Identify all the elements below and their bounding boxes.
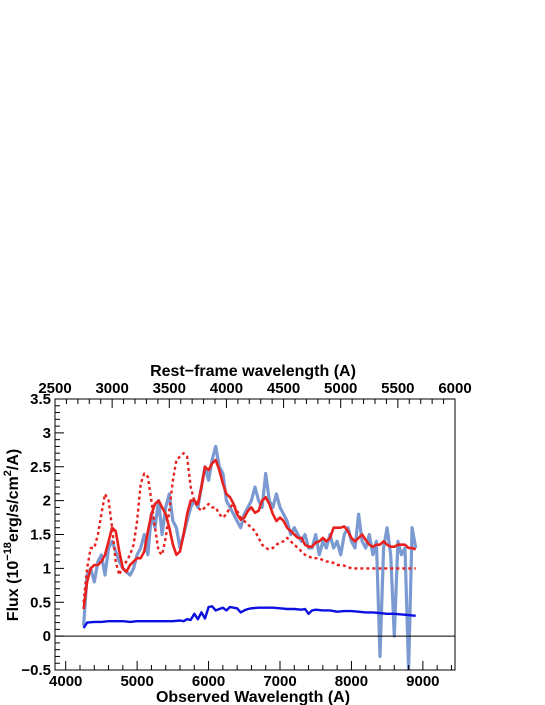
y-tick-label: 0.5	[30, 594, 51, 611]
y-tick-label: −0.5	[21, 662, 51, 679]
y-tick-label: 0	[43, 628, 51, 645]
y-tick-label: 1.5	[30, 527, 51, 544]
top-tick-label: 4500	[267, 380, 300, 397]
top-tick-label: 3000	[95, 380, 128, 397]
y-tick-label: 2.5	[30, 459, 51, 476]
top-tick-label: 6000	[438, 380, 471, 397]
data-layer	[82, 444, 418, 670]
model-dotted-line	[82, 452, 416, 603]
top-axis-title: Rest−frame wavelength (A)	[150, 363, 356, 380]
top-tick-label: 3500	[153, 380, 186, 397]
y-tick-label: 3	[43, 425, 51, 442]
observed-spectrum-line	[82, 444, 418, 670]
top-tick-label: 4000	[210, 380, 243, 397]
y-tick-label: 3.5	[30, 391, 51, 408]
x-tick-label: 9000	[406, 673, 439, 690]
y-axis-title-part2: erg/s/cm	[5, 476, 22, 542]
x-tick-label: 7000	[263, 673, 296, 690]
y-axis-title-part3: /A)	[5, 449, 22, 470]
top-tick-label: 5500	[381, 380, 414, 397]
x-axis-ticks: 4000 5000 6000 7000 8000 9000	[49, 661, 452, 690]
top-axis-ticks: 2500 3000 3500 4000 4500 5000 5500 6000	[38, 380, 472, 408]
y-axis-title-part1: Flux (10	[5, 561, 22, 622]
x-tick-label: 6000	[192, 673, 225, 690]
top-tick-label: 5000	[324, 380, 357, 397]
x-axis-title: Observed Wavelength (A)	[156, 689, 350, 705]
y-axis-title-sup2: 2	[2, 470, 14, 476]
y-tick-label: 1	[43, 560, 51, 577]
y-tick-label: 2	[43, 493, 51, 510]
y-axis-ticks: −0.5 0 0.5 1 1.5 2 2.5 3 3.5	[21, 391, 64, 679]
x-tick-label: 5000	[120, 673, 153, 690]
y-axis-title-sup1: −18	[2, 542, 14, 561]
y-axis-title: Flux (10−18erg/s/cm2/A)	[2, 449, 22, 621]
x-tick-label: 8000	[335, 673, 368, 690]
host-component-line	[82, 605, 416, 629]
top-tick-label: 2500	[38, 380, 71, 397]
x-tick-label: 4000	[49, 673, 82, 690]
model-solid-line	[82, 458, 417, 610]
